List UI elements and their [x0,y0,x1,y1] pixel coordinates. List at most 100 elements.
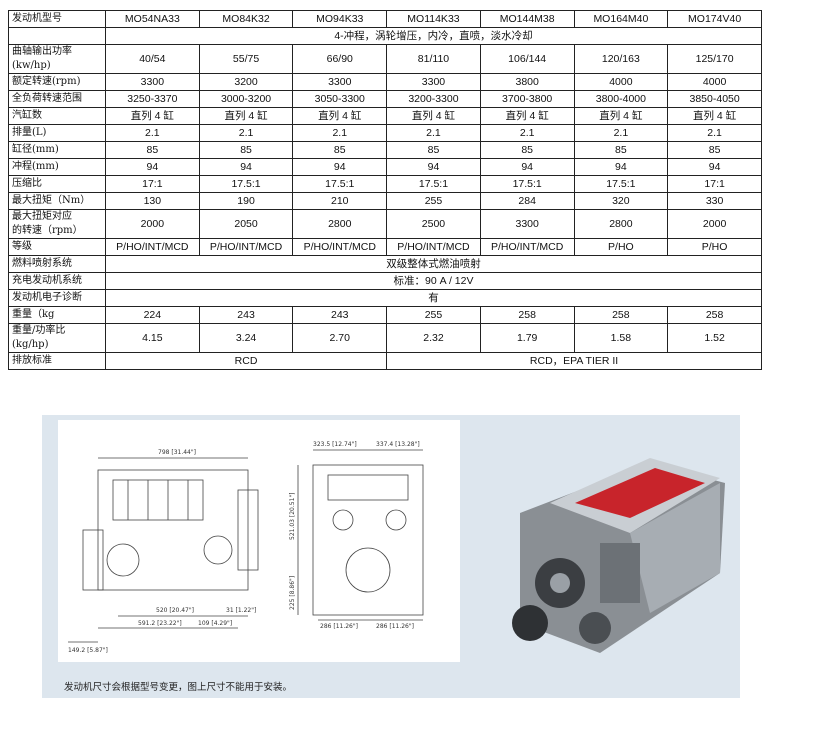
row-label [8,27,106,45]
table-cell: 85 [479,141,575,159]
table-cell: 3250-3370 [105,90,200,108]
table-cell: 1.52 [667,323,762,353]
dimension-label: 337.4 [13.28"] [376,441,420,448]
table-cell: 4000 [667,73,762,91]
table-cell: 双级整体式燃油喷射 [105,255,762,273]
table-cell: 224 [105,306,200,324]
table-cell: 94 [198,158,294,176]
dimension-label: 286 [11.26"] [320,623,358,630]
table-cell: 85 [573,141,669,159]
table-cell: 85 [667,141,762,159]
table-cell: 17:1 [667,175,762,193]
table-cell: 3200 [198,73,294,91]
table-cell: 17.5:1 [479,175,575,193]
model-header: MO94K33 [292,10,388,28]
table-cell: 94 [667,158,762,176]
table-row: 等级 P/HO/INT/MCD P/HO/INT/MCD P/HO/INT/MCD P/… [8,238,762,256]
row-label: 额定转速(rpm) [8,73,106,91]
table-cell: 2500 [386,209,481,239]
table-cell: 3200-3300 [386,90,481,108]
table-cell: 320 [573,192,669,210]
table-cell: 243 [292,306,388,324]
row-label: 最大扭矩对应 的转速（rpm） [8,209,106,239]
table-cell: 2.1 [573,124,669,142]
table-cell: 284 [479,192,575,210]
table-cell: 3800-4000 [573,90,669,108]
table-row: 燃料喷射系统 双级整体式燃油喷射 [8,255,762,273]
table-cell: 3.24 [198,323,294,353]
table-cell: 210 [292,192,388,210]
dimension-label: 149.2 [5.87"] [68,647,108,654]
table-cell: 直列 4 缸 [479,107,575,125]
row-label: 燃料喷射系统 [8,255,106,273]
table-row: 发动机型号 MO54NA33 MO84K32 MO94K33 MO114K33 MO144… [8,10,762,28]
table-cell: 2050 [198,209,294,239]
table-row: 4-冲程，涡轮增压，内冷，直喷，淡水冷却 [8,27,762,45]
table-cell: 258 [479,306,575,324]
dimension-label: 286 [11.26"] [376,623,414,630]
side-view [68,457,259,643]
drawing-panel: 798 [31.44"] 520 [20.47"] 591.2 [23.22"]… [42,415,740,698]
table-cell: 94 [573,158,669,176]
table-cell: 66/90 [292,44,388,74]
table-row: 全负荷转速范围 3250-3370 3000-3200 3050-3300 3200-3… [8,90,762,108]
table-cell: 330 [667,192,762,210]
table-cell: 94 [105,158,200,176]
table-row: 重量（kg 224 243 243 255 258 258 258 [8,306,762,324]
table-row: 发动机电子诊断有 [8,289,762,307]
table-cell: 3000-3200 [198,90,294,108]
table-cell: 3800 [479,73,575,91]
table-cell: 125/170 [667,44,762,74]
table-row: 重量/功率比 (kg/hp) 4.15 3.24 2.70 2.32 1.79 1.58 1.… [8,323,762,353]
table-cell: P/HO/INT/MCD [479,238,575,256]
dimension-label: 521.03 [20.51"] [289,492,296,540]
table-cell: 4-冲程，涡轮增压，内冷，直喷，淡水冷却 [105,27,762,45]
table-cell: 190 [198,192,294,210]
table-cell: 3050-3300 [292,90,388,108]
dimension-label: 109 [4.29"] [198,620,232,627]
table-cell: 2.1 [292,124,388,142]
table-cell: 2.32 [386,323,481,353]
table-cell: 2800 [292,209,388,239]
table-row: 额定转速(rpm) 3300 3200 3300 3300 3800 4000 4000 [8,73,762,91]
table-row: 最大扭矩（Nm） 130 190 210 255 284 320 330 [8,192,762,210]
row-label: 等级 [8,238,106,256]
table-cell: 直列 4 缸 [667,107,762,125]
table-row: 排量(L) 2.1 2.1 2.1 2.1 2.1 2.1 2.1 [8,124,762,142]
table-row: 曲轴输出功率 (kw/hp) 40/54 55/75 66/90 81/110 106/1… [8,44,762,74]
table-row: 缸径(mm) 85 85 85 85 85 85 85 [8,141,762,159]
model-header: MO84K32 [198,10,294,28]
model-header: MO164M40 [573,10,669,28]
table-row: 汽缸数 直列 4 缸直列 4 缸直列 4 缸直列 4 缸直列 4 缸直列 4 缸直… [8,107,762,125]
row-label: 发动机型号 [8,10,106,28]
table-cell: 3700-3800 [479,90,575,108]
table-cell: 1.79 [479,323,575,353]
table-cell: 243 [198,306,294,324]
table-cell: 17.5:1 [573,175,669,193]
table-cell: P/HO/INT/MCD [198,238,294,256]
table-cell: 直列 4 缸 [292,107,388,125]
dimension-label: 591.2 [23.22"] [138,620,182,627]
table-row: 排放标准 RCD RCD，EPA TIER II [8,352,762,370]
spec-table: 发动机型号 MO54NA33 MO84K32 MO94K33 MO114K33 MO144… [8,10,762,370]
engine-photo [512,458,725,653]
table-row: 压缩比 17:1 17.5:1 17.5:1 17.5:1 17.5:1 17.5:1 17:… [8,175,762,193]
table-cell: 85 [292,141,388,159]
front-view [297,449,424,621]
table-cell: 3850-4050 [667,90,762,108]
row-label: 最大扭矩（Nm） [8,192,106,210]
dimension-label: 798 [31.44"] [158,449,196,456]
caption: 发动机尺寸会根据型号变更，图上尺寸不能用于安装。 [64,682,293,693]
row-label: 压缩比 [8,175,106,193]
model-header: MO144M38 [479,10,575,28]
table-cell: 2.1 [386,124,481,142]
table-cell: 17.5:1 [198,175,294,193]
table-row: 充电发动机系统 标准：90 A / 12V [8,272,762,290]
table-cell: 4000 [573,73,669,91]
table-cell: 2000 [667,209,762,239]
row-label: 缸径(mm) [8,141,106,159]
table-cell: P/HO [573,238,669,256]
table-cell: 17.5:1 [292,175,388,193]
table-row: 冲程(mm) 94 94 94 94 94 94 94 [8,158,762,176]
